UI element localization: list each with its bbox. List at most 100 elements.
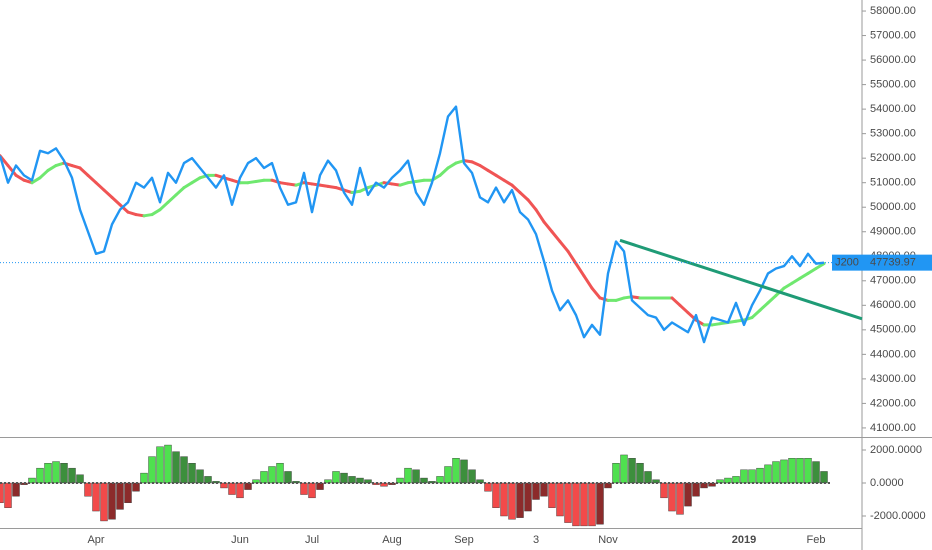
y-tick-label: 55000.00 bbox=[870, 79, 916, 91]
moving-average-segment bbox=[558, 240, 570, 253]
moving-average-segment bbox=[174, 186, 186, 197]
histogram-bar bbox=[684, 482, 692, 507]
histogram-bar bbox=[284, 471, 292, 484]
histogram-bar bbox=[468, 469, 476, 484]
moving-average-segment bbox=[86, 173, 98, 185]
histogram-bar bbox=[156, 446, 164, 484]
x-tick-label: Jul bbox=[305, 534, 319, 546]
y-tick-label: 57000.00 bbox=[870, 29, 916, 41]
moving-average-segment bbox=[14, 173, 26, 182]
histogram-bar bbox=[68, 467, 76, 484]
histogram-bar bbox=[804, 458, 812, 484]
moving-average-segment bbox=[6, 164, 18, 177]
histogram-bar bbox=[180, 456, 188, 484]
x-tick-label: 3 bbox=[533, 534, 539, 546]
histogram-bar bbox=[148, 456, 156, 484]
histogram-bar bbox=[300, 482, 308, 495]
histogram-bar bbox=[644, 471, 652, 484]
histogram-bar bbox=[612, 462, 620, 484]
y-tick-label: 56000.00 bbox=[870, 54, 916, 66]
moving-average-segment bbox=[486, 168, 498, 177]
y-tick-label: 49000.00 bbox=[870, 226, 916, 238]
moving-average-segment bbox=[782, 281, 794, 290]
x-tick-label: Jun bbox=[231, 534, 249, 546]
moving-average-segment bbox=[446, 161, 458, 170]
histogram-bar bbox=[532, 482, 540, 500]
moving-average-segment bbox=[438, 166, 450, 177]
histogram-bar bbox=[412, 469, 420, 484]
moving-average-segment bbox=[158, 200, 170, 212]
moving-average-segment bbox=[590, 286, 602, 300]
moving-average-segment bbox=[678, 303, 690, 315]
y-tick-label: 51000.00 bbox=[870, 177, 916, 189]
histogram-bar bbox=[636, 462, 644, 484]
histogram-bar bbox=[124, 482, 132, 504]
symbol-badge bbox=[832, 254, 862, 271]
histogram-bar bbox=[92, 482, 100, 512]
histogram-bar bbox=[620, 454, 628, 484]
histogram-bar bbox=[764, 464, 772, 484]
y-tick-label: 47000.00 bbox=[870, 275, 916, 287]
x-tick-label: Nov bbox=[598, 534, 618, 546]
histogram-bar bbox=[812, 461, 820, 484]
moving-average-segment bbox=[510, 183, 522, 195]
moving-average-segment bbox=[46, 164, 58, 172]
histogram-bar bbox=[116, 482, 124, 510]
histogram-bar bbox=[564, 482, 572, 523]
y-tick-label: 0.0000 bbox=[870, 477, 904, 489]
moving-average-segment bbox=[150, 208, 162, 217]
histogram-bar bbox=[108, 482, 116, 520]
histogram-bar bbox=[12, 482, 20, 497]
histogram-bar bbox=[196, 469, 204, 484]
histogram-bar bbox=[796, 458, 804, 484]
moving-average-segment bbox=[38, 168, 50, 180]
histogram-bar bbox=[788, 458, 796, 484]
moving-average-segment bbox=[518, 191, 530, 202]
y-tick-label: 50000.00 bbox=[870, 201, 916, 213]
histogram-bar bbox=[4, 482, 12, 508]
histogram-bar bbox=[452, 458, 460, 484]
y-tick-label: 45000.00 bbox=[870, 324, 916, 336]
y-tick-label: 44000.00 bbox=[870, 348, 916, 360]
histogram-bar bbox=[404, 467, 412, 484]
histogram-bar bbox=[820, 471, 828, 484]
histogram-bar bbox=[0, 482, 4, 504]
histogram-bar bbox=[100, 482, 108, 522]
histogram-bar bbox=[668, 482, 676, 512]
histogram-bar bbox=[228, 482, 236, 495]
histogram-bar bbox=[484, 482, 492, 492]
histogram-bar bbox=[308, 482, 316, 499]
histogram-bar bbox=[60, 462, 68, 484]
histogram-bar bbox=[748, 469, 756, 484]
moving-average-segment bbox=[670, 296, 682, 307]
histogram-bar bbox=[516, 482, 524, 518]
y-tick-label: -2000.0000 bbox=[870, 510, 926, 522]
x-tick-label: 2019 bbox=[732, 534, 756, 546]
histogram-bar bbox=[268, 466, 276, 484]
moving-average-segment bbox=[814, 262, 826, 271]
symbol-label: J200 bbox=[835, 257, 859, 269]
histogram-bar bbox=[236, 482, 244, 499]
histogram-bar bbox=[500, 482, 508, 517]
moving-average-segment bbox=[110, 195, 122, 207]
histogram-bar bbox=[572, 482, 580, 527]
histogram-bar bbox=[540, 482, 548, 497]
histogram-bar bbox=[276, 462, 284, 484]
histogram-bar bbox=[628, 458, 636, 484]
histogram-bar bbox=[52, 461, 60, 484]
moving-average-segment bbox=[118, 203, 130, 214]
x-tick-label: Feb bbox=[807, 534, 826, 546]
moving-average-segment bbox=[582, 274, 594, 290]
y-tick-label: 46000.00 bbox=[870, 299, 916, 311]
histogram-bar bbox=[132, 482, 140, 492]
moving-average-segment bbox=[526, 198, 538, 212]
histogram-bar bbox=[780, 459, 788, 484]
moving-average-segment bbox=[790, 276, 802, 285]
histogram-bar bbox=[660, 482, 668, 499]
moving-average-segment bbox=[534, 208, 546, 224]
moving-average-segment bbox=[574, 262, 586, 278]
histogram-bar bbox=[188, 462, 196, 484]
histogram-bar bbox=[84, 482, 92, 497]
